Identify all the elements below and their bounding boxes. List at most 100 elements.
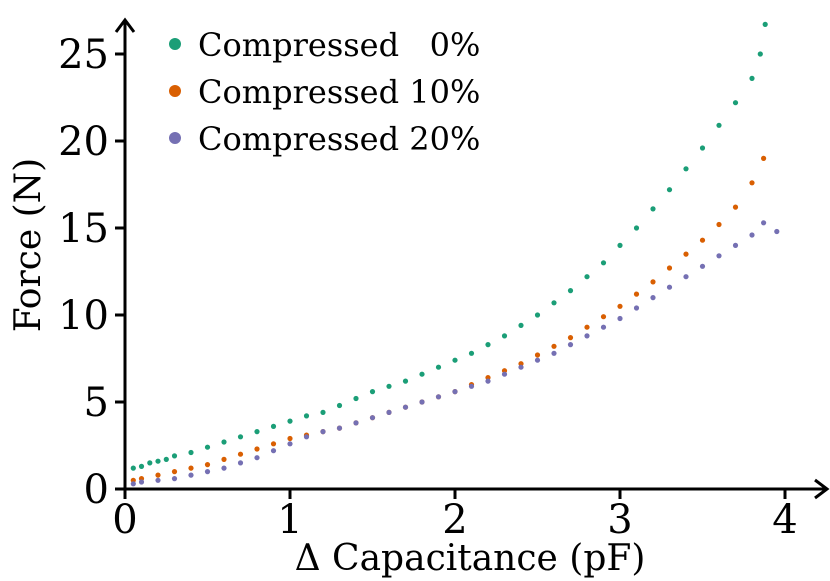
series-1-point-6 (221, 456, 227, 462)
y-tick-label-3: 15 (58, 206, 109, 252)
legend-item-1: Compressed 10% (169, 73, 480, 111)
legend-label-0: Compressed 0% (198, 26, 480, 64)
series-1-point-26 (551, 343, 557, 349)
series-1-point-3 (171, 469, 178, 475)
series-0-point-3 (155, 458, 161, 464)
series-1-point-4 (188, 465, 194, 471)
series-2-point-25 (534, 357, 541, 363)
series-0-point-34 (650, 206, 656, 212)
series-0-point-38 (716, 122, 722, 128)
series-2-point-7 (237, 460, 244, 466)
y-tick-label-5: 25 (58, 32, 109, 78)
series-0-point-32 (617, 242, 623, 248)
series-1-point-8 (254, 446, 260, 452)
y-axis-title: Force (N) (8, 158, 49, 332)
legend-item-0: Compressed 0% (169, 26, 480, 64)
x-axis-arrow (814, 478, 830, 500)
series-0-point-28 (551, 300, 557, 306)
series-1-point-25 (534, 352, 541, 358)
series-1-point-29 (600, 314, 607, 320)
series-0-point-9 (237, 434, 244, 440)
series-0-point-14 (320, 409, 326, 415)
series-0-point-11 (270, 423, 277, 429)
series-0 (130, 21, 768, 471)
legend-marker-1 (169, 85, 181, 97)
series-0-point-31 (600, 260, 607, 266)
series-2-point-17 (402, 404, 409, 410)
series-0-point-17 (369, 389, 376, 395)
series-1-point-28 (584, 324, 590, 330)
series-0-point-22 (452, 357, 458, 363)
series-0-point-35 (666, 187, 673, 193)
series-2-point-11 (303, 434, 310, 440)
legend-label-1: Compressed 10% (198, 73, 480, 111)
series-2-point-8 (254, 455, 260, 461)
series-0-point-39 (732, 100, 739, 106)
series-2-point-0 (130, 481, 136, 487)
series-1-point-9 (270, 441, 277, 447)
series-2-point-3 (171, 476, 178, 482)
x-tick-label-3: 3 (607, 497, 632, 543)
series-2-point-14 (353, 420, 359, 426)
series-0-point-41 (757, 51, 763, 57)
series-0-point-13 (303, 413, 310, 419)
x-tick-label-0: 0 (112, 497, 137, 543)
series-2-point-21 (468, 383, 475, 389)
series-2-point-6 (221, 465, 227, 471)
series-1-point-32 (650, 279, 656, 285)
series-0-point-25 (501, 333, 508, 339)
series-1-point-31 (633, 291, 640, 297)
series-1-point-30 (617, 303, 623, 309)
series-0-point-42 (762, 21, 768, 27)
data-points (130, 21, 780, 487)
series-2-point-1 (138, 479, 145, 485)
series-2-point-26 (551, 350, 557, 356)
series-0-point-18 (386, 383, 392, 389)
x-axis-title: Δ Capacitance (pF) (295, 538, 646, 579)
series-2-point-24 (518, 364, 524, 370)
series-0-point-27 (534, 312, 541, 318)
series-0-point-6 (188, 449, 194, 456)
series-0-point-40 (749, 75, 755, 81)
series-2-point-39 (761, 220, 767, 226)
legend-marker-0 (169, 38, 181, 50)
series-2 (130, 220, 780, 487)
y-tick-label-2: 10 (58, 293, 109, 339)
x-tick-label-1: 1 (277, 497, 302, 543)
series-2-point-32 (650, 295, 656, 301)
series-0-point-20 (419, 371, 425, 377)
series-2-point-15 (369, 415, 376, 421)
series-2-point-22 (485, 378, 491, 384)
series-1-point-7 (237, 451, 244, 457)
series-1-point-38 (749, 180, 755, 186)
series-0-point-24 (485, 342, 491, 348)
series-2-point-30 (617, 315, 623, 322)
series-2-point-28 (584, 333, 590, 339)
x-tick-label-4: 4 (772, 497, 797, 543)
series-0-point-7 (204, 444, 211, 450)
series-0-point-0 (130, 465, 136, 471)
series-0-point-5 (171, 453, 178, 459)
series-1-point-39 (761, 155, 767, 161)
series-0-point-21 (435, 364, 442, 370)
series-0-point-29 (567, 288, 574, 294)
series-0-point-33 (633, 225, 640, 231)
series-2-point-31 (633, 305, 640, 311)
series-2-point-29 (600, 324, 607, 330)
series-2-point-36 (716, 253, 722, 259)
y-axis-arrow (114, 17, 136, 33)
series-2-point-33 (666, 284, 673, 290)
series-2-point-12 (320, 429, 326, 435)
series-2-point-16 (386, 409, 392, 415)
series-2-point-37 (732, 242, 739, 248)
legend-item-2: Compressed 20% (169, 120, 480, 158)
series-0-point-16 (353, 395, 359, 402)
series-2-point-20 (452, 389, 458, 395)
series-0-point-8 (221, 439, 227, 445)
series-1-point-5 (204, 462, 211, 468)
series-0-point-30 (584, 274, 590, 280)
series-2-point-38 (749, 232, 755, 238)
series-2-point-19 (435, 394, 442, 400)
legend-marker-2 (169, 132, 181, 144)
